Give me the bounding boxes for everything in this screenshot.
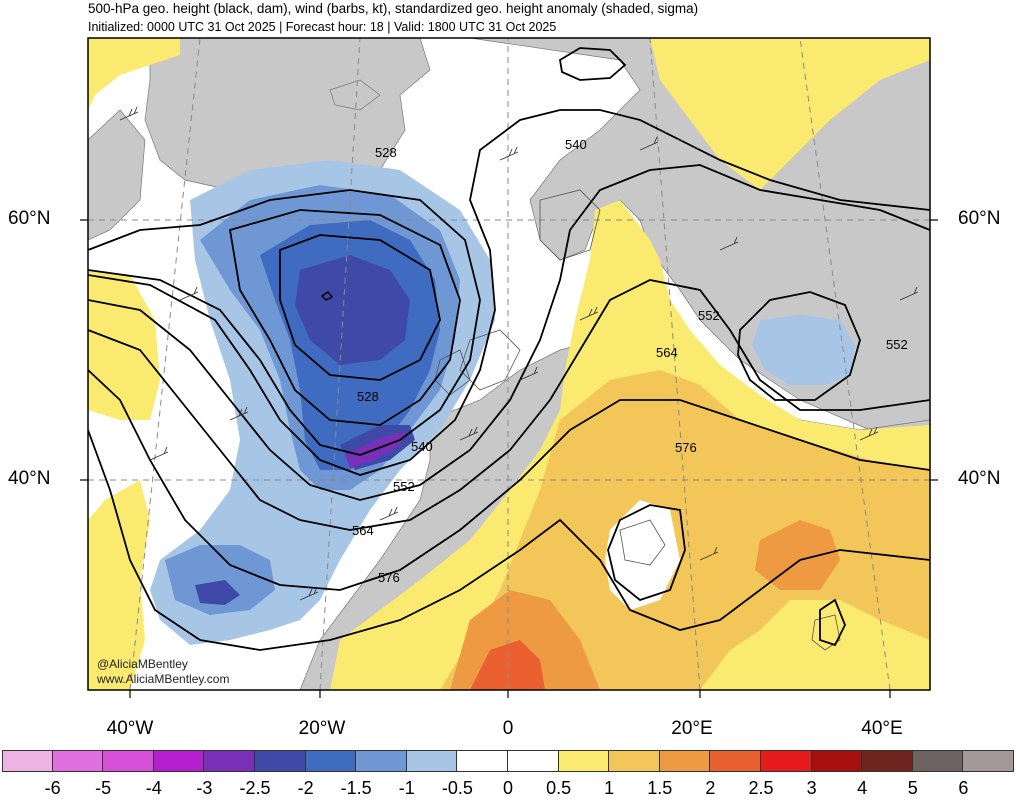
map-panel: 528 540 528 540 552 564 576 552 564 576 … xyxy=(88,38,930,690)
colorbar-segment xyxy=(862,750,913,772)
lat-label-60n: 60°N xyxy=(8,208,51,229)
colorbar-tick-label: -6 xyxy=(44,778,61,798)
colorbar-tick-label: 2 xyxy=(705,778,716,798)
contour-label: 564 xyxy=(352,523,374,538)
colorbar-tick-label: 5 xyxy=(907,778,918,798)
colorbar-segment xyxy=(204,750,255,772)
contour-label: 552 xyxy=(393,479,415,494)
colorbar-tick-label: -0.5 xyxy=(441,778,473,798)
colorbar-tick-label: -1 xyxy=(398,778,415,798)
anomaly-shading xyxy=(88,38,930,690)
contour-label: 540 xyxy=(411,439,433,454)
contour-label: 576 xyxy=(378,570,400,585)
contour-label: 528 xyxy=(357,389,379,404)
colorbar-segment xyxy=(811,750,863,772)
colorbar-segment xyxy=(659,750,711,772)
colorbar-tick-label: 0.5 xyxy=(546,778,572,798)
contour-label: 540 xyxy=(565,137,587,152)
contour-label: 576 xyxy=(675,440,697,455)
map-subtitle: Initialized: 0000 UTC 31 Oct 2025 | Fore… xyxy=(88,20,557,34)
colorbar-tick-label: 6 xyxy=(958,778,969,798)
low-center-marker xyxy=(320,290,334,301)
credit-website: www.AliciaMBentley.com xyxy=(97,672,230,686)
colorbar-segment xyxy=(305,750,357,772)
colorbar-segment xyxy=(2,750,53,772)
lat-label-40n: 40°N xyxy=(8,468,51,489)
lat-label-40n-right: 40°N xyxy=(958,468,1001,489)
colorbar-segment xyxy=(52,750,104,772)
credit-handle: @AliciaMBentley xyxy=(97,657,188,671)
contour-label: 552 xyxy=(698,308,720,323)
colorbar-segment xyxy=(558,750,610,772)
lon-label-0: 0 xyxy=(502,718,514,739)
contour-label: 552 xyxy=(886,337,908,352)
colorbar-segment xyxy=(508,750,559,772)
colorbar-tick-label: -1.5 xyxy=(340,778,372,798)
colorbar-segment xyxy=(609,750,660,772)
colorbar-segment xyxy=(912,750,964,772)
colorbar-tick-label: -3 xyxy=(196,778,213,798)
colorbar-segment xyxy=(457,750,508,772)
lat-label-60n-right: 60°N xyxy=(958,208,1001,229)
wind-barbs xyxy=(119,106,919,601)
colorbar-tick-label: 1 xyxy=(604,778,615,798)
contour-label: 564 xyxy=(656,345,678,360)
colorbar-tick-label: 0 xyxy=(502,778,514,798)
colorbar-segment xyxy=(356,750,407,772)
lon-label-20w: 20°W xyxy=(298,718,346,739)
colorbar-segment xyxy=(103,750,154,772)
colorbar-tick-label: 2.5 xyxy=(748,778,774,798)
colorbar-segment xyxy=(963,750,1014,772)
colorbar-segment xyxy=(761,750,812,772)
axis-ticks xyxy=(80,219,938,698)
graticule xyxy=(88,38,930,690)
contour-labels: 528 540 528 540 552 564 576 552 564 576 … xyxy=(352,137,908,585)
colorbar-tick-label: 4 xyxy=(857,778,868,798)
lon-label-20e: 20°E xyxy=(671,718,713,739)
anomaly-colorbar: -6 -5 -4 -3 -2.5 -2 -1.5 -1 -0.5 0 0.5 1 1.5 2 2.5 3 4 5 6 xyxy=(0,750,1016,800)
colorbar-tick-label: -2 xyxy=(297,778,314,798)
colorbar-segment xyxy=(153,750,205,772)
lon-label-40e: 40°E xyxy=(861,718,903,739)
height-contours xyxy=(88,47,930,651)
contour-label: 528 xyxy=(375,145,397,160)
lon-label-40w: 40°W xyxy=(106,718,154,739)
map-border xyxy=(87,37,931,691)
colorbar-tick-label: -4 xyxy=(145,778,162,798)
map-title: 500-hPa geo. height (black, dam), wind (… xyxy=(88,1,699,16)
colorbar-segment xyxy=(406,750,458,772)
colorbar-segment xyxy=(710,750,761,772)
colorbar-tick-label: 3 xyxy=(806,778,817,798)
colorbar-segment xyxy=(255,750,306,772)
colorbar-tick-label: 1.5 xyxy=(647,778,673,798)
colorbar-tick-label: -5 xyxy=(95,778,112,798)
colorbar-tick-label: -2.5 xyxy=(239,778,271,798)
